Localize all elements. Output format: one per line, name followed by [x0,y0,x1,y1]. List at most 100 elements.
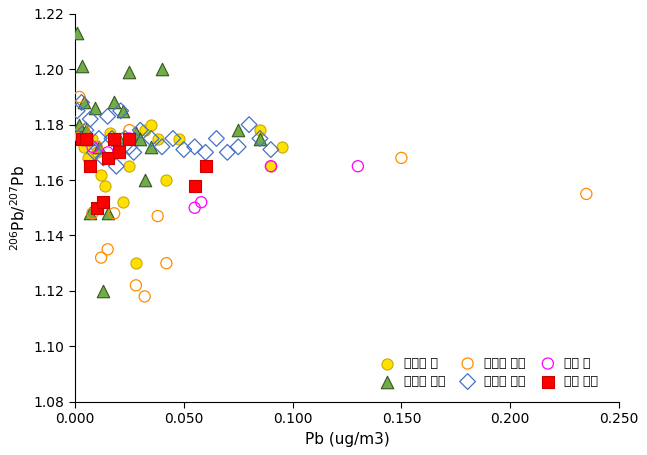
백령도 가을 [109,210,119,217]
서울 여름 [76,135,87,142]
백령도 여름 [118,107,128,115]
백령도 봄 [100,182,111,189]
백령도 여름 [135,135,146,142]
백령도 봄 [276,143,287,151]
백령도 겨울 [190,143,200,151]
백령도 가을 [396,154,406,162]
백령도 여름 [157,66,167,73]
백령도 봄 [83,154,93,162]
백령도 가을 [124,126,135,134]
서울 봄 [124,135,135,142]
백령도 여름 [78,99,89,106]
백령도 가을 [131,282,141,289]
백령도 여름 [72,30,82,37]
백령도 여름 [85,210,95,217]
서울 봄 [102,149,113,156]
서울 봄 [190,204,200,212]
백령도 여름 [94,143,104,151]
백령도 봄 [255,126,265,134]
백령도 여름 [140,177,150,184]
백령도 겨울 [244,121,254,128]
백령도 겨울 [116,107,126,115]
백령도 가을 [87,210,98,217]
X-axis label: Pb (ug/m3): Pb (ug/m3) [305,432,389,447]
백령도 가을 [113,149,124,156]
백령도 겨울 [168,135,178,142]
백령도 겨울 [76,99,87,106]
서울 여름 [102,154,113,162]
백령도 겨울 [72,107,82,115]
백령도 가을 [118,135,128,142]
백령도 여름 [255,135,265,142]
백령도 가을 [92,143,102,151]
백령도 여름 [102,210,113,217]
서울 여름 [81,135,91,142]
서울 여름 [190,182,200,189]
백령도 여름 [146,143,157,151]
백령도 겨울 [266,146,276,153]
백령도 겨울 [146,135,157,142]
백령도 겨울 [107,135,117,142]
백령도 봄 [266,162,276,170]
백령도 봄 [153,135,163,142]
백령도 가을 [96,254,106,261]
백령도 겨울 [201,149,211,156]
서울 봄 [113,149,124,156]
백령도 가을 [140,293,150,300]
서울 여름 [201,162,211,170]
백령도 봄 [105,129,115,136]
백령도 겨울 [81,126,91,134]
서울 봄 [196,198,206,206]
백령도 봄 [109,135,119,142]
백령도 겨울 [94,135,104,142]
백령도 가을 [161,259,171,267]
Legend: 백령도 봄, 백령도 여름, 백령도 가을, 백령도 겨울, 서울 봄, 서울 여름: 백령도 봄, 백령도 여름, 백령도 가을, 백령도 겨울, 서울 봄, 서울 … [371,353,602,392]
백령도 겨울 [135,126,146,134]
백령도 겨울 [129,149,139,156]
백령도 봄 [124,162,135,170]
백령도 봄 [74,132,85,139]
서울 여름 [92,204,102,212]
백령도 여름 [113,135,124,142]
서울 여름 [124,135,135,142]
백령도 겨울 [98,154,109,162]
백령도 가을 [83,135,93,142]
백령도 가을 [74,93,85,101]
서울 봄 [353,162,363,170]
백령도 봄 [96,171,106,178]
백령도 겨울 [111,162,122,170]
백령도 겨울 [222,149,232,156]
서울 여름 [85,162,95,170]
서울 봄 [87,143,98,151]
Y-axis label: $^{206}$Pb/$^{207}$Pb: $^{206}$Pb/$^{207}$Pb [8,165,28,251]
백령도 겨울 [255,135,265,142]
백령도 여름 [89,104,100,111]
백령도 가을 [102,246,113,253]
서울 봄 [266,162,276,170]
백령도 겨울 [89,149,100,156]
백령도 겨울 [157,143,167,151]
백령도 봄 [146,121,157,128]
백령도 겨울 [120,135,130,142]
백령도 여름 [109,99,119,106]
백령도 겨울 [212,135,222,142]
서울 여름 [98,198,109,206]
백령도 겨울 [179,146,189,153]
백령도 여름 [98,287,109,294]
백령도 봄 [174,135,184,142]
서울 여름 [109,135,119,142]
서울 여름 [113,149,124,156]
백령도 봄 [78,143,89,151]
백령도 가을 [153,212,163,220]
백령도 가을 [78,126,89,134]
백령도 봄 [87,135,98,142]
백령도 여름 [76,63,87,70]
백령도 여름 [74,121,85,128]
백령도 여름 [233,126,243,134]
백령도 여름 [131,129,141,136]
백령도 여름 [83,135,93,142]
백령도 봄 [161,177,171,184]
백령도 봄 [118,198,128,206]
백령도 겨울 [124,143,135,151]
백령도 여름 [81,126,91,134]
